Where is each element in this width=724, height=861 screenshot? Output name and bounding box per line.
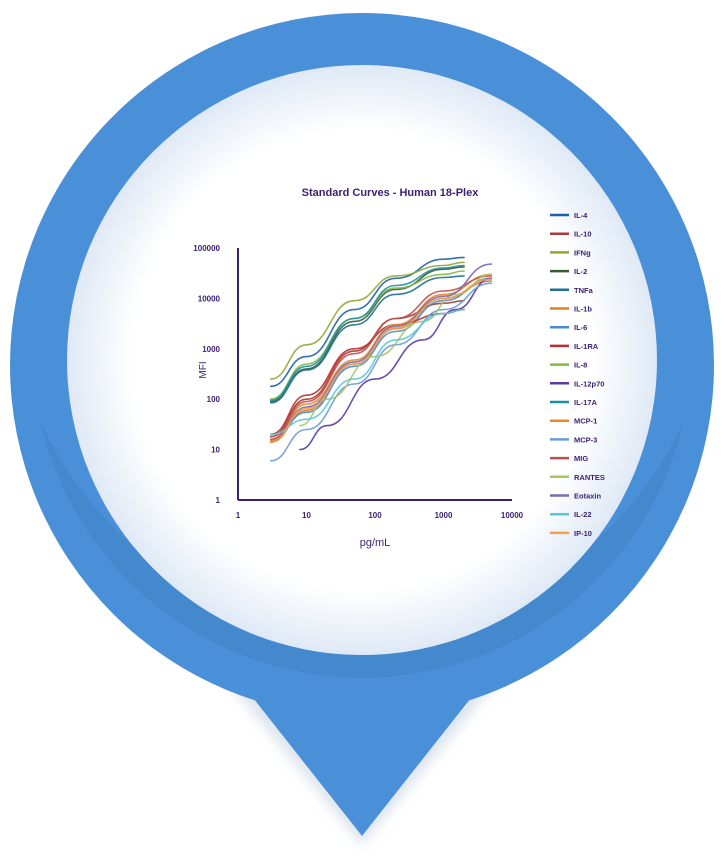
legend-label: IL-22 xyxy=(574,510,592,519)
series-line-rantes xyxy=(299,273,493,427)
y-tick-label: 10000 xyxy=(198,294,221,303)
legend-label: IL-4 xyxy=(574,211,588,220)
y-tick-label: 1 xyxy=(216,496,221,505)
x-tick-label: 1 xyxy=(236,511,241,520)
y-axis-title: MFI xyxy=(198,361,209,378)
y-tick-label: 100000 xyxy=(193,244,220,253)
series-lines xyxy=(269,256,493,462)
chart-legend: IL-4 IL-10 IFNg IL-2 TNFa IL-1b IL-6 IL-1RA IL-8… xyxy=(550,211,605,538)
series-line-mig xyxy=(269,275,493,441)
pin-depth-band xyxy=(40,420,684,678)
chart-title: Standard Curves - Human 18-Plex xyxy=(302,187,480,199)
legend-label: Eotaxin xyxy=(574,492,602,501)
series-line-mcp-3 xyxy=(269,282,493,462)
legend-label: IL-8 xyxy=(574,361,587,370)
legend-label: MCP-3 xyxy=(574,435,597,444)
series-line-ip-10 xyxy=(269,278,493,443)
legend-label: IL-12p70 xyxy=(574,379,604,388)
series-line-il-8 xyxy=(269,270,465,400)
legend-label: IL-2 xyxy=(574,267,587,276)
series-line-eotaxin xyxy=(269,263,493,443)
legend-label: IL-10 xyxy=(574,230,592,239)
legend-label: IL-6 xyxy=(574,323,587,332)
series-line-mcp-1 xyxy=(269,273,493,442)
series-line-tnfa xyxy=(269,275,465,404)
legend-label: IFNg xyxy=(574,248,591,257)
legend-label: IL-1RA xyxy=(574,342,599,351)
series-line-il-4 xyxy=(269,256,465,388)
x-axis-ticks: 1 10 100 1000 10000 xyxy=(236,511,524,520)
legend-label: MCP-1 xyxy=(574,417,597,426)
legend-label: IL-17A xyxy=(574,398,598,407)
legend-label: IP-10 xyxy=(574,529,592,538)
series-line-il-12p70 xyxy=(299,277,493,451)
y-tick-label: 10 xyxy=(211,446,220,455)
series-line-il-2 xyxy=(269,266,465,403)
x-axis-title: pg/mL xyxy=(360,537,391,549)
series-line-il-22 xyxy=(269,308,465,436)
series-line-il-17a xyxy=(269,264,465,402)
x-tick-label: 10 xyxy=(302,511,311,520)
legend-label: MIG xyxy=(574,454,588,463)
series-line-il-6 xyxy=(269,277,493,442)
legend-label: TNFa xyxy=(574,286,594,295)
x-tick-label: 10000 xyxy=(501,511,524,520)
x-tick-label: 100 xyxy=(368,511,382,520)
y-axis-ticks: 1 10 100 1000 10000 100000 xyxy=(193,244,220,505)
legend-label: IL-1b xyxy=(574,305,592,314)
x-tick-label: 1000 xyxy=(435,511,453,520)
y-tick-label: 100 xyxy=(207,395,221,404)
legend-label: RANTES xyxy=(574,473,605,482)
y-tick-label: 1000 xyxy=(202,345,220,354)
series-line-ifng xyxy=(269,261,465,380)
